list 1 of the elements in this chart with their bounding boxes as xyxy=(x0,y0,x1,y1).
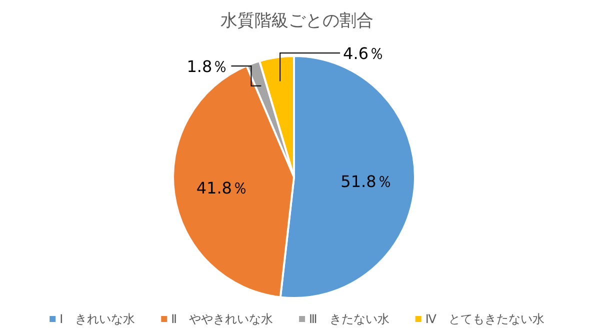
title: 水質階級ごとの割合 xyxy=(220,11,374,31)
